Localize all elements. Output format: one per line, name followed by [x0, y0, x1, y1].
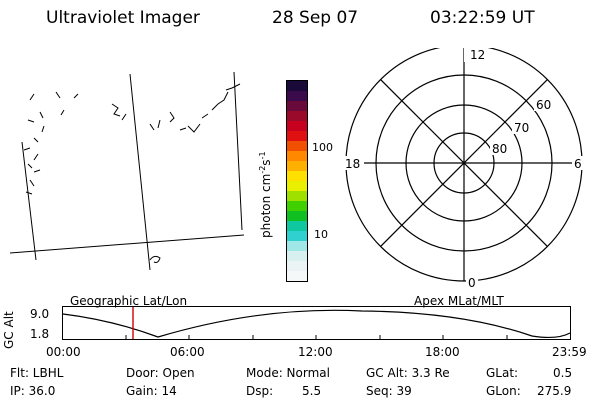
x-tick-label: 06:00: [170, 345, 205, 359]
colorbar-tick-10: 10: [314, 228, 328, 241]
app-title: Ultraviolet Imager: [46, 8, 200, 28]
colorbar-swatch: [287, 91, 307, 101]
plot-frame: [62, 306, 571, 340]
glat-value: 0.5: [553, 366, 573, 380]
mlt-6-label: 6: [574, 157, 582, 171]
colorbar-unit-label: photon cm-2s-1: [258, 151, 273, 238]
colorbar-swatch: [287, 211, 307, 221]
colorbar-swatch: [287, 101, 307, 111]
colorbar-swatch: [287, 121, 307, 131]
filter-status: Flt: LBHL: [10, 366, 64, 380]
colorbar-swatch: [287, 111, 307, 121]
colorbar-swatch: [287, 171, 307, 181]
seq-status: Seq: 39: [366, 384, 412, 398]
apex-mlat-label: Apex MLat/MLT: [414, 294, 504, 308]
mlt-12-label: 12: [470, 48, 485, 62]
colorbar-swatch: [287, 181, 307, 191]
unit-mid: s: [259, 159, 273, 166]
diagonal-line: [380, 79, 548, 247]
colorbar-swatch: [287, 251, 307, 261]
lat-60-label: 60: [536, 98, 551, 112]
ip-status: IP: 36.0: [10, 384, 56, 398]
longitude-line: [129, 73, 151, 271]
gc-alt-status: GC Alt: 3.3 Re: [366, 366, 450, 380]
y-tick-top: 9.0: [30, 307, 50, 321]
polar-dial: 12 18 6 0 60 70 80: [344, 48, 586, 288]
longitude-line: [21, 141, 37, 261]
colorbar-swatch: [287, 191, 307, 201]
x-tick-label: 12:00: [298, 345, 333, 359]
coastline: [23, 83, 241, 263]
unit-exp2: -1: [258, 151, 267, 160]
colorbar-swatch: [287, 221, 307, 231]
time-label: 03:22:59 UT: [430, 8, 535, 28]
mlt-0-label: 0: [468, 276, 476, 288]
glon-label: GLon:: [486, 384, 521, 398]
colorbar-swatch: [287, 241, 307, 251]
orbit-timeline-plot: [62, 306, 571, 340]
dsp-value: 5.5: [302, 384, 322, 398]
y-tick-bottom: 1.8: [30, 327, 50, 341]
x-tick-label: 00:00: [46, 345, 81, 359]
unit-exp1: -2: [258, 165, 267, 174]
geo-latlon-label: Geographic Lat/Lon: [70, 294, 188, 308]
colorbar-swatch: [287, 161, 307, 171]
glat-label: GLat:: [486, 366, 519, 380]
colorbar-swatch: [287, 231, 307, 241]
x-tick-label: 23:59: [552, 345, 587, 359]
gain-status: Gain: 14: [126, 384, 177, 398]
colorbar-swatch: [287, 261, 307, 271]
geographic-map: [9, 71, 245, 271]
colorbar-swatch: [287, 271, 307, 281]
colorbar-swatch: [287, 201, 307, 211]
colorbar-swatch: [287, 81, 307, 91]
longitude-line: [233, 71, 243, 231]
glon-value: 275.9: [537, 384, 572, 398]
latitude-line: [9, 234, 245, 254]
lat-70-label: 70: [514, 121, 529, 135]
colorbar-swatch: [287, 151, 307, 161]
lat-80-label: 80: [492, 142, 507, 156]
unit-prefix: photon cm: [259, 173, 273, 238]
mlt-18-label: 18: [345, 157, 360, 171]
colorbar-swatch: [287, 141, 307, 151]
colorbar-swatch: [287, 131, 307, 141]
door-status: Door: Open: [126, 366, 195, 380]
date-label: 28 Sep 07: [272, 8, 359, 28]
colorbar: [286, 80, 308, 282]
gc-alt-axis-title: GC Alt: [2, 311, 16, 349]
altitude-curve: [62, 309, 571, 339]
colorbar-tick-100: 100: [312, 141, 333, 154]
dsp-label: Dsp:: [246, 384, 274, 398]
mode-status: Mode: Normal: [246, 366, 330, 380]
x-tick-label: 18:00: [425, 345, 460, 359]
